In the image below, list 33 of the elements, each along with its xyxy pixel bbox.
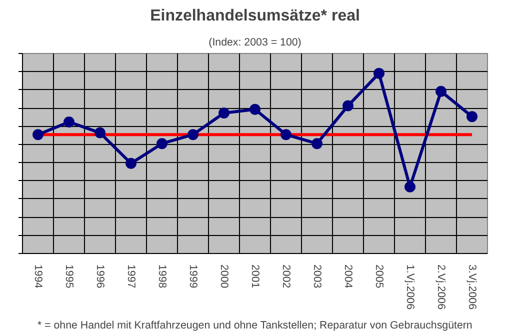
point (218, 107, 230, 118)
point (188, 129, 198, 140)
point (342, 100, 354, 112)
x-tick-label: 1998 (156, 264, 168, 288)
chart-subtitle: (Index: 2003 = 100) (208, 36, 302, 48)
x-tick-label: 1995 (63, 264, 75, 288)
point (280, 129, 292, 140)
point (126, 158, 136, 169)
x-tick-label: 2004 (342, 264, 354, 288)
x-tick-label: 1994 (32, 264, 44, 288)
point (436, 86, 446, 97)
chart-title: Einzelhandelsumsätze* real (150, 8, 360, 24)
x-tick-label: 1996 (94, 264, 106, 288)
x-tick-label: 2000 (218, 264, 230, 288)
point (404, 181, 416, 192)
x-tick-label: 2002 (280, 264, 292, 288)
x-tick-label: 2003 (311, 264, 323, 288)
x-tick-label: 2.Vj.2006 (435, 264, 447, 310)
point (64, 116, 74, 128)
point (94, 127, 106, 138)
point (466, 111, 478, 122)
x-tick-label: 1.Vj.2006 (404, 264, 416, 310)
x-tick-label: 2005 (373, 264, 385, 288)
text: * = ohne Handel mit Kraftfahrzeugen und ohne Tankstellen; Reparatur von Gebrauchsgütern (37, 320, 472, 332)
x-tick-label: 3.Vj.2006 (466, 264, 478, 310)
point (374, 68, 384, 79)
x-tick-label: 1999 (187, 264, 199, 288)
x-tick-label: 1997 (125, 264, 137, 288)
x-tick-label: 2001 (249, 264, 261, 288)
point (32, 129, 44, 140)
point (156, 138, 168, 150)
point (312, 138, 322, 150)
point (250, 104, 260, 115)
